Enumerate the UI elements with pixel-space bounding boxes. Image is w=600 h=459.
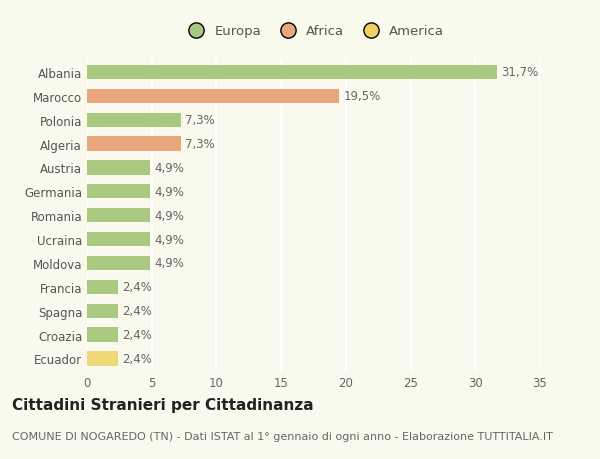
Text: 4,9%: 4,9% — [154, 257, 184, 270]
Text: 31,7%: 31,7% — [501, 66, 538, 79]
Text: 2,4%: 2,4% — [122, 328, 152, 341]
Bar — [87, 66, 497, 80]
Bar — [87, 232, 151, 246]
Bar — [87, 161, 151, 175]
Bar — [87, 137, 181, 151]
Bar — [87, 185, 151, 199]
Text: 2,4%: 2,4% — [122, 305, 152, 318]
Text: 7,3%: 7,3% — [185, 114, 215, 127]
Bar — [87, 352, 118, 366]
Text: 4,9%: 4,9% — [154, 185, 184, 198]
Text: COMUNE DI NOGAREDO (TN) - Dati ISTAT al 1° gennaio di ogni anno - Elaborazione T: COMUNE DI NOGAREDO (TN) - Dati ISTAT al … — [12, 431, 553, 442]
Bar — [87, 208, 151, 223]
Text: 4,9%: 4,9% — [154, 233, 184, 246]
Text: 2,4%: 2,4% — [122, 281, 152, 294]
Bar — [87, 256, 151, 270]
Bar — [87, 304, 118, 318]
Bar — [87, 328, 118, 342]
Text: 4,9%: 4,9% — [154, 162, 184, 174]
Text: 2,4%: 2,4% — [122, 352, 152, 365]
Bar — [87, 113, 181, 128]
Legend: Europa, Africa, America: Europa, Africa, America — [180, 22, 447, 41]
Text: 19,5%: 19,5% — [343, 90, 380, 103]
Text: 7,3%: 7,3% — [185, 138, 215, 151]
Text: 4,9%: 4,9% — [154, 209, 184, 222]
Bar — [87, 90, 340, 104]
Bar — [87, 280, 118, 294]
Text: Cittadini Stranieri per Cittadinanza: Cittadini Stranieri per Cittadinanza — [12, 397, 314, 412]
